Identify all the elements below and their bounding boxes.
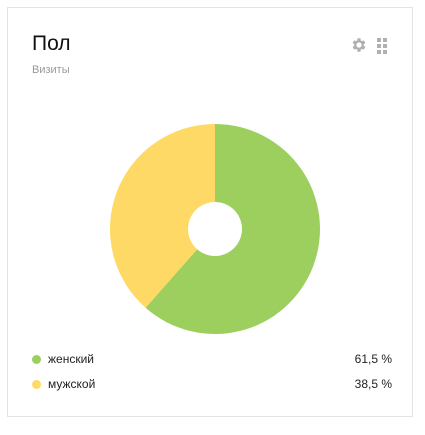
legend-value-female: 61,5 % [354, 352, 392, 366]
gender-widget: Пол Визиты женский 61,5 % мужской 38,5 % [7, 7, 413, 417]
widget-subtitle: Визиты [32, 64, 70, 76]
legend-value-male: 38,5 % [354, 377, 392, 391]
gear-icon[interactable] [350, 36, 368, 54]
donut-slice-male[interactable] [110, 124, 215, 308]
widget-title: Пол [32, 32, 71, 55]
legend-label-male: мужской [48, 377, 96, 391]
donut-slice-female[interactable] [145, 124, 320, 334]
legend-item-male: мужской 38,5 % [32, 376, 392, 394]
legend-swatch-female [32, 355, 41, 364]
drag-handle-icon[interactable] [377, 38, 387, 54]
legend-swatch-male [32, 380, 41, 389]
gender-donut-chart [110, 124, 320, 334]
legend-item-female: женский 61,5 % [32, 351, 392, 369]
legend-label-female: женский [48, 352, 94, 366]
